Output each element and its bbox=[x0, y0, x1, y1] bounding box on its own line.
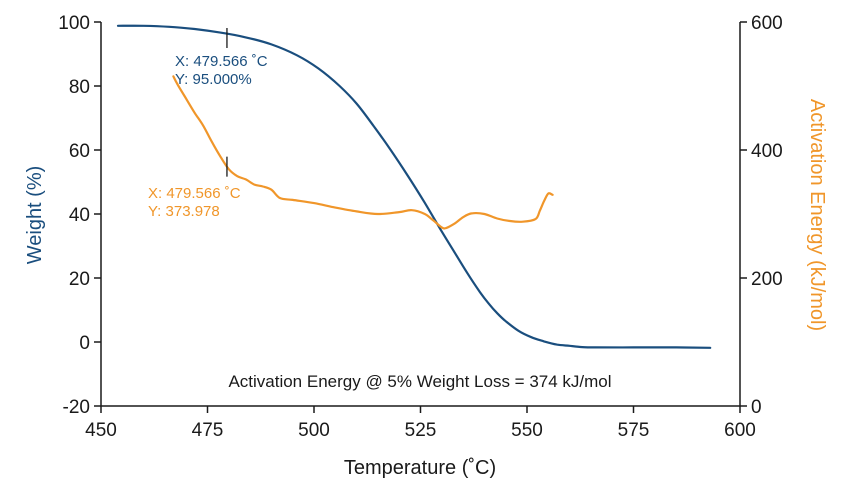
x-tick-label: 475 bbox=[192, 420, 224, 441]
weight-cursor-y-label: Y: 95.000% bbox=[175, 71, 252, 88]
left-y-axis-title: Weight (%) bbox=[24, 166, 46, 265]
x-tick-label: 500 bbox=[298, 420, 330, 441]
activation-energy-note: Activation Energy @ 5% Weight Loss = 374… bbox=[228, 372, 611, 391]
left-y-tick-label: -20 bbox=[63, 397, 90, 418]
x-tick-label: 600 bbox=[724, 420, 756, 441]
left-y-tick-label: 60 bbox=[69, 141, 90, 162]
activation-cursor-y-label: Y: 373.978 bbox=[148, 203, 220, 220]
x-tick-label: 575 bbox=[618, 420, 650, 441]
weight-cursor-x-label: X: 479.566 ˚C bbox=[175, 53, 268, 70]
x-axis-title: Temperature (˚C) bbox=[344, 457, 496, 479]
activation-cursor-x-label: X: 479.566 ˚C bbox=[148, 185, 241, 202]
activation-energy-line bbox=[172, 75, 554, 230]
annotations: X: 479.566 ˚CY: 95.000%X: 479.566 ˚CY: 3… bbox=[148, 28, 268, 220]
x-tick-label: 525 bbox=[405, 420, 437, 441]
right-y-tick-label: 400 bbox=[751, 141, 783, 162]
left-y-tick-label: 20 bbox=[69, 269, 90, 290]
weight-line bbox=[116, 24, 712, 349]
x-tick-label: 550 bbox=[511, 420, 543, 441]
axes bbox=[94, 21, 747, 413]
left-y-tick-label: 100 bbox=[58, 13, 90, 34]
right-y-axis-title: Activation Energy (kJ/mol) bbox=[806, 99, 828, 331]
right-y-tick-label: 200 bbox=[751, 269, 783, 290]
right-y-tick-label: 600 bbox=[751, 13, 783, 34]
tick-labels: 450 475 500 525 550 575 600 -20 0 20 40 60 80 100 0 200… bbox=[58, 13, 782, 441]
left-y-tick-label: 40 bbox=[69, 205, 90, 226]
left-y-tick-label: 80 bbox=[69, 77, 90, 98]
series-lines bbox=[116, 24, 712, 349]
x-tick-label: 450 bbox=[85, 420, 117, 441]
right-y-tick-label: 0 bbox=[751, 397, 762, 418]
left-y-tick-label: 0 bbox=[79, 333, 90, 354]
